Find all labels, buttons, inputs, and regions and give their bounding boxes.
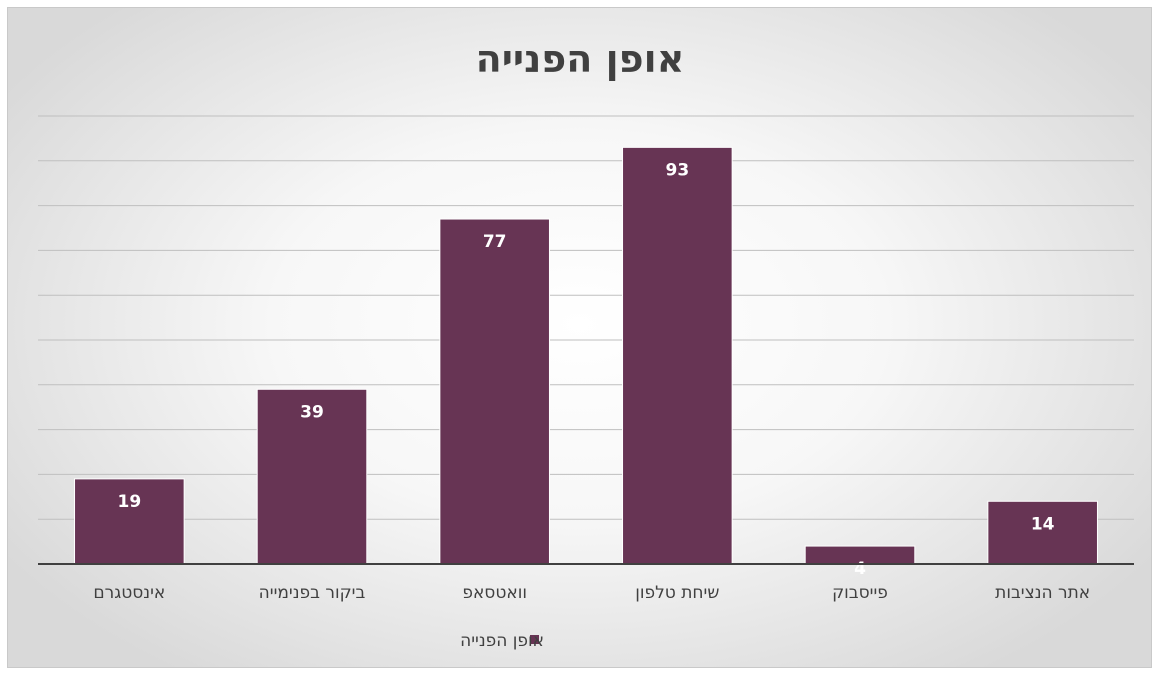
bar — [439, 218, 550, 565]
category-label: וואטסאפ — [462, 583, 527, 603]
data-labels: 14 4 93 77 39 19 — [117, 160, 1054, 579]
data-label: 19 — [117, 492, 141, 512]
chart-title: אופן הפנייה — [476, 37, 685, 81]
legend-label: אופן הפנייה — [460, 631, 544, 651]
bar-chart: אופן הפנייה 14 4 93 77 39 19 אתר הנציבות פייסב… — [38, 37, 1134, 651]
data-label: 4 — [854, 559, 866, 579]
bars — [74, 146, 1098, 565]
category-labels: אתר הנציבות פייסבוק שיחת טלפון וואטסאפ ביקור… — [93, 583, 1090, 603]
data-label: 93 — [665, 160, 689, 180]
legend: אופן הפנייה — [460, 631, 544, 651]
data-label: 77 — [483, 232, 507, 252]
bar — [987, 500, 1098, 565]
bar — [256, 388, 368, 565]
data-label: 14 — [1031, 514, 1055, 534]
category-label: פייסבוק — [832, 583, 888, 603]
category-label: אתר הנציבות — [995, 583, 1090, 603]
bar — [74, 478, 185, 565]
legend-swatch — [530, 635, 539, 644]
data-label: 39 — [300, 402, 324, 422]
bar — [622, 146, 733, 565]
category-label: אינסטגרם — [93, 583, 165, 603]
chart-frame: אופן הפנייה 14 4 93 77 39 19 אתר הנציבות פייסב… — [7, 7, 1152, 668]
gridlines — [38, 115, 1134, 520]
category-label: שיחת טלפון — [635, 583, 719, 603]
category-label: ביקור בפנימייה — [259, 583, 366, 603]
